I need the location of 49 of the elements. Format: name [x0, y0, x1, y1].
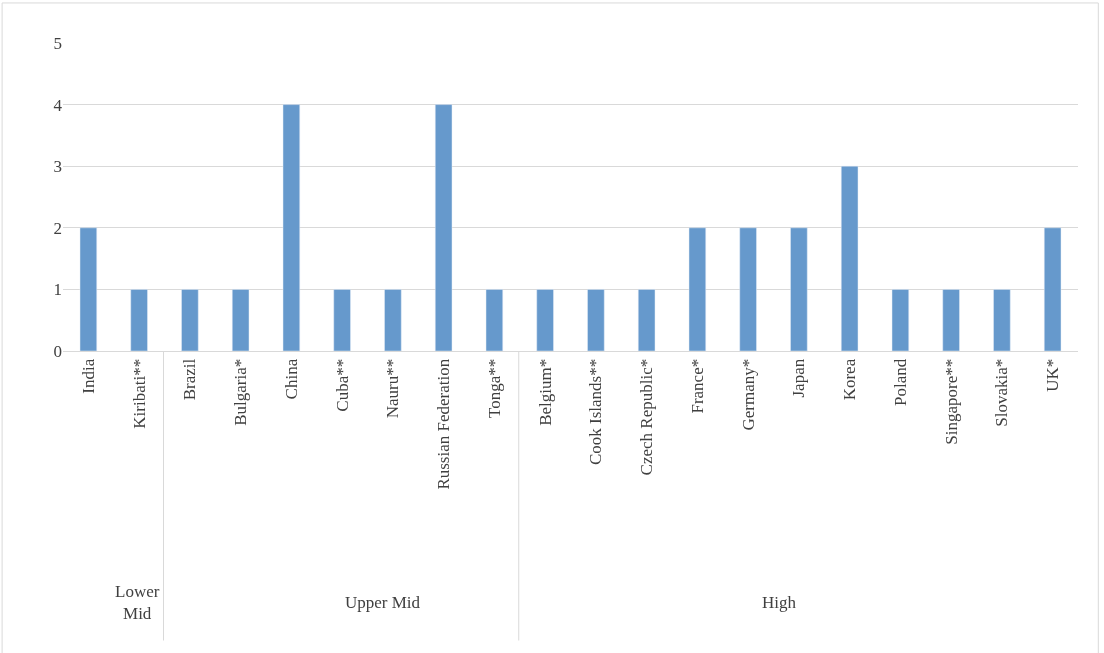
bar: [891, 289, 909, 351]
x-tick-label: Bulgaria*: [231, 358, 251, 426]
y-tick-label: 2: [53, 218, 62, 238]
x-tick-label: Slovakia*: [992, 358, 1012, 427]
bar: [790, 227, 808, 351]
y-tick-label: 1: [53, 280, 62, 300]
text: Upper Mid: [345, 593, 421, 612]
bar: [485, 289, 503, 351]
bar: [536, 289, 554, 351]
x-tick-label: India: [78, 358, 98, 394]
x-tick-label: Czech Republic*: [637, 358, 657, 476]
x-tick-label: Germany*: [738, 358, 758, 431]
x-tick-label: Nauru**: [383, 358, 403, 419]
x-tick-label: Russian Federation: [434, 358, 454, 490]
bar: [181, 289, 199, 351]
x-tick-label: Tonga**: [484, 358, 504, 419]
x-tick-label: Japan: [789, 358, 809, 398]
bar: [282, 104, 300, 351]
x-tick-label: Poland: [890, 358, 910, 407]
bar: [333, 289, 351, 351]
x-tick-label: China: [281, 358, 301, 400]
x-tick-label: UK*: [1043, 358, 1063, 392]
text: High: [762, 593, 797, 612]
y-tick-label: 3: [53, 157, 62, 177]
x-tick-label: Cuba**: [332, 358, 352, 412]
bar: [130, 289, 148, 351]
text: Lower Mid: [115, 582, 160, 624]
bar: [638, 289, 656, 351]
bar: [1044, 227, 1062, 351]
x-tick-label: Brazil: [180, 358, 200, 401]
x-tick-label: Belgium*: [535, 358, 555, 426]
y-tick-label: 5: [53, 33, 62, 53]
y-tick-label: 0: [53, 341, 62, 361]
x-tick-label: France*: [687, 358, 707, 414]
bar: [739, 227, 757, 351]
bar: [587, 289, 605, 351]
bar: [232, 289, 250, 351]
bar: [384, 289, 402, 351]
x-tick-label: Kiribati**: [129, 358, 149, 429]
y-tick-label: 4: [53, 95, 63, 115]
bar: [688, 227, 706, 351]
bar: [841, 165, 859, 351]
bar: [79, 227, 97, 351]
bar: [942, 289, 960, 351]
bar: [993, 289, 1011, 351]
x-tick-label: Korea: [840, 358, 860, 401]
x-tick-label: Singapore**: [941, 358, 961, 445]
bar: [435, 104, 453, 351]
x-tick-label: Cook Islands**: [586, 358, 606, 466]
